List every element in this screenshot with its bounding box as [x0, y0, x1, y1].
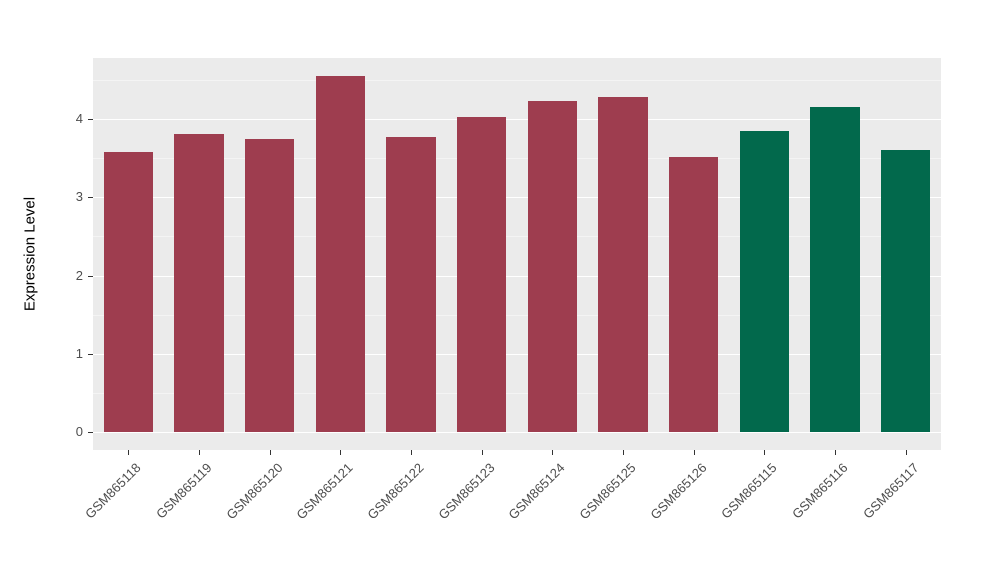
x-tick-mark: [199, 450, 200, 455]
bar-GSM865125: [598, 97, 648, 432]
x-tick-label: GSM865121: [293, 460, 356, 523]
y-tick-label: 3: [75, 189, 83, 205]
x-tick-label: GSM865119: [153, 460, 215, 522]
x-tick-mark: [764, 450, 766, 455]
y-tick-label: 0: [75, 424, 83, 439]
x-tick-label: GSM865126: [647, 460, 710, 523]
gridline-minor: [93, 236, 941, 238]
x-tick-mark: [623, 450, 624, 455]
gridline-major: [93, 197, 941, 199]
gridline-minor: [93, 158, 941, 160]
y-tick-mark: [88, 119, 93, 121]
bar-GSM865123: [456, 117, 507, 432]
gridline-major: [93, 275, 941, 277]
y-tick-mark: [88, 432, 93, 433]
x-tick-label: GSM865116: [789, 460, 851, 522]
bar-GSM865120: [244, 139, 295, 432]
y-tick-label: 4: [75, 111, 83, 127]
x-tick-mark: [693, 450, 695, 455]
x-tick-label: GSM865122: [364, 460, 427, 523]
gridline-minor: [93, 392, 941, 394]
y-tick-label: 2: [75, 267, 83, 283]
bar-GSM865115: [739, 130, 790, 432]
x-tick-label: GSM865120: [223, 460, 286, 523]
y-tick-label: 1: [75, 345, 83, 361]
y-tick-mark: [88, 353, 93, 355]
x-tick-label: GSM865115: [718, 460, 780, 522]
x-tick-mark: [128, 450, 130, 455]
x-tick-label: GSM865124: [505, 460, 568, 523]
x-tick-mark: [905, 450, 907, 455]
bar-GSM865118: [103, 151, 154, 432]
x-tick-label: GSM865125: [576, 460, 639, 523]
y-tick-mark: [88, 197, 93, 199]
gridline-minor: [93, 314, 941, 316]
bar-GSM865117: [880, 149, 931, 432]
bar-GSM865126: [668, 156, 719, 432]
x-tick-mark: [340, 450, 342, 455]
gridline-major: [93, 353, 941, 355]
gridline-major: [93, 432, 941, 433]
bar-GSM865116: [810, 106, 860, 432]
plot-panel: [93, 58, 941, 450]
y-tick-mark: [88, 275, 93, 277]
x-tick-mark: [411, 450, 412, 455]
y-axis-title: Expression Level: [21, 196, 39, 312]
x-tick-mark: [269, 450, 271, 455]
x-tick-mark: [481, 450, 483, 455]
gridline-minor: [93, 79, 941, 81]
x-tick-mark: [835, 450, 836, 455]
bar-GSM865122: [386, 137, 436, 432]
gridline-major: [93, 119, 941, 121]
x-tick-label: GSM865118: [82, 460, 144, 522]
bar-GSM865124: [527, 101, 578, 432]
x-tick-label: GSM865117: [859, 460, 922, 522]
x-tick-mark: [552, 450, 554, 455]
bar-GSM865121: [315, 75, 366, 432]
bar-GSM865119: [174, 133, 224, 432]
x-tick-label: GSM865123: [435, 460, 498, 523]
